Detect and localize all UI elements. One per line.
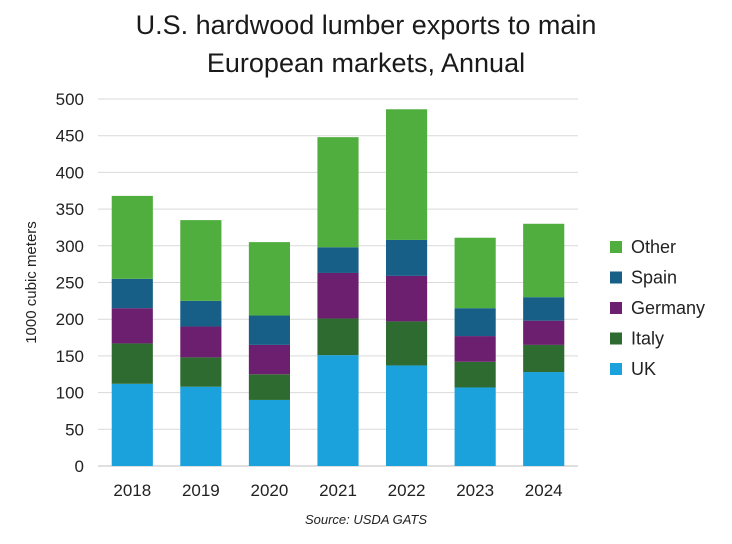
bar-other-2020 <box>248 242 290 316</box>
y-tick-label: 400 <box>56 163 84 182</box>
y-tick-label: 200 <box>56 310 84 329</box>
bar-germany-2018 <box>111 308 153 344</box>
bar-italy-2018 <box>111 343 153 384</box>
source-note: Source: USDA GATS <box>304 512 428 527</box>
bar-germany-2019 <box>180 326 222 358</box>
bar-uk-2019 <box>180 386 222 466</box>
y-tick-label: 350 <box>56 200 84 219</box>
y-tick-label: 100 <box>56 384 84 403</box>
bar-germany-2023 <box>454 336 496 362</box>
bar-italy-2022 <box>386 321 428 366</box>
y-tick-label: 0 <box>75 457 84 476</box>
bar-uk-2024 <box>523 372 565 466</box>
bar-other-2019 <box>180 220 222 301</box>
legend-swatch-germany <box>610 302 622 314</box>
bar-spain-2021 <box>317 247 359 273</box>
bar-spain-2022 <box>386 239 428 276</box>
y-tick-label: 300 <box>56 237 84 256</box>
x-tick-label: 2022 <box>388 481 426 500</box>
bar-uk-2023 <box>454 387 496 466</box>
bar-uk-2018 <box>111 383 153 466</box>
y-tick-label: 250 <box>56 274 84 293</box>
chart-title-line-1: U.S. hardwood lumber exports to main <box>135 10 597 40</box>
legend-label-spain: Spain <box>631 268 677 288</box>
x-tick-label: 2021 <box>319 481 357 500</box>
bar-other-2023 <box>454 237 496 309</box>
bar-italy-2021 <box>317 318 359 356</box>
x-tick-label: 2024 <box>525 481 563 500</box>
bar-uk-2020 <box>248 399 290 466</box>
bar-spain-2018 <box>111 278 153 309</box>
bar-uk-2021 <box>317 355 359 466</box>
legend-swatch-italy <box>610 332 622 345</box>
bar-germany-2020 <box>248 344 290 375</box>
chart-title-line-2: European markets, Annual <box>206 48 526 78</box>
bar-spain-2020 <box>248 315 290 345</box>
bar-germany-2022 <box>386 275 428 322</box>
x-tick-label: 2018 <box>113 481 151 500</box>
legend-swatch-other <box>610 241 622 253</box>
y-tick-label: 150 <box>56 347 84 366</box>
y-axis-title: 1000 cubic meters <box>23 221 40 344</box>
legend-label-italy: Italy <box>631 329 664 349</box>
bar-other-2018 <box>111 195 153 279</box>
legend-swatch-spain <box>610 271 622 284</box>
bar-spain-2019 <box>180 300 222 327</box>
x-tick-label: 2023 <box>456 481 494 500</box>
y-tick-label: 450 <box>56 127 84 146</box>
bar-spain-2024 <box>523 297 565 321</box>
bar-italy-2019 <box>180 357 222 387</box>
y-tick-label: 500 <box>56 90 84 109</box>
chart-title: U.S. hardwood lumber exports to main Eur… <box>0 6 732 82</box>
legend-label-germany: Germany <box>631 298 705 318</box>
legend-label-uk: UK <box>631 359 656 379</box>
bar-italy-2024 <box>523 344 565 373</box>
y-tick-label: 50 <box>65 420 84 439</box>
x-tick-label: 2020 <box>251 481 289 500</box>
bar-uk-2022 <box>386 365 428 466</box>
bar-germany-2021 <box>317 272 359 319</box>
bar-other-2021 <box>317 137 359 248</box>
x-tick-label: 2019 <box>182 481 220 500</box>
bar-italy-2020 <box>248 374 290 400</box>
bar-spain-2023 <box>454 308 496 337</box>
bar-other-2024 <box>523 223 565 298</box>
bar-other-2022 <box>386 109 428 240</box>
bar-italy-2023 <box>454 361 496 388</box>
legend-swatch-uk <box>610 363 622 375</box>
bar-germany-2024 <box>523 320 565 345</box>
legend-label-other: Other <box>631 237 676 257</box>
